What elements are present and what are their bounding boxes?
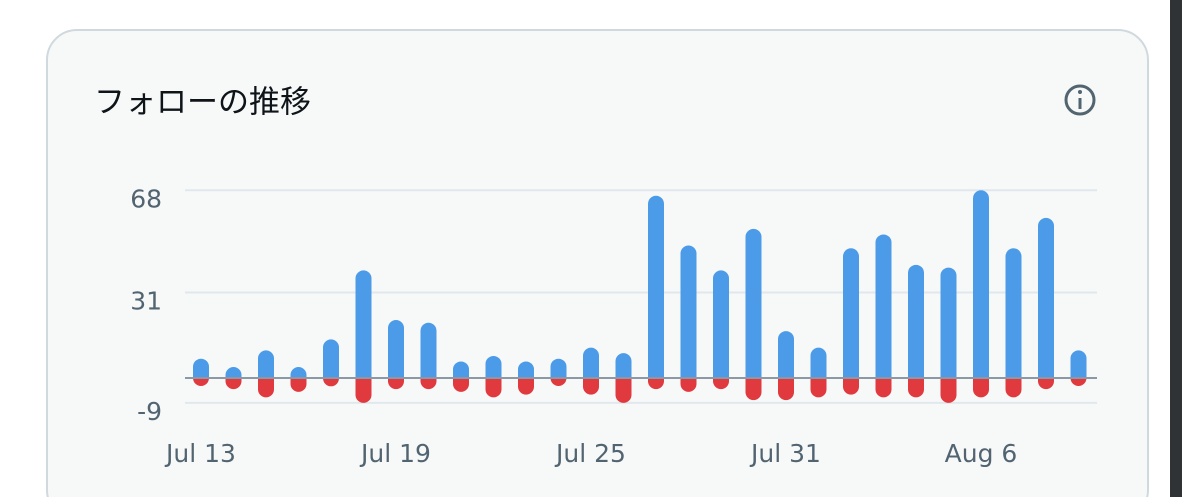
bar	[583, 378, 599, 395]
scrollbar	[1170, 0, 1182, 497]
bar	[258, 350, 274, 379]
bar	[615, 353, 632, 379]
bar	[355, 378, 372, 403]
bar	[518, 361, 534, 379]
bar	[420, 378, 437, 390]
bar	[648, 195, 664, 379]
bar	[388, 320, 404, 379]
bar	[583, 347, 599, 379]
x-tick-label: Aug 6	[945, 439, 1018, 468]
bar	[875, 378, 892, 398]
bar	[485, 378, 502, 398]
bar	[258, 378, 274, 398]
bar	[810, 378, 827, 398]
bar	[453, 378, 469, 392]
bar	[420, 322, 437, 379]
bar	[680, 378, 697, 392]
bar	[615, 378, 632, 403]
bar	[453, 361, 469, 379]
bar	[843, 248, 859, 379]
bar	[713, 378, 729, 390]
bar	[973, 378, 989, 398]
y-tick-label: -9	[137, 397, 162, 426]
bar	[550, 378, 567, 387]
bar	[940, 267, 957, 379]
bar	[388, 378, 404, 390]
bar	[518, 378, 534, 395]
bar	[323, 378, 339, 387]
bar	[745, 378, 762, 401]
bar	[908, 264, 924, 379]
card	[46, 29, 1149, 497]
bar	[323, 339, 339, 379]
bar	[1038, 378, 1054, 390]
bar	[225, 366, 242, 379]
bar	[1038, 217, 1054, 379]
chart-title: フォローの推移	[94, 85, 311, 121]
bar	[193, 378, 209, 387]
bar	[225, 378, 242, 390]
bar	[1070, 350, 1087, 379]
x-tick-label: Jul 25	[554, 439, 626, 468]
bar	[908, 378, 924, 398]
bar	[778, 378, 794, 401]
bar	[485, 355, 502, 379]
bar	[973, 190, 989, 379]
y-tick-label: 68	[130, 184, 162, 213]
bar	[810, 347, 827, 379]
y-tick-label: 31	[130, 286, 162, 315]
bar	[713, 270, 729, 379]
bar	[648, 378, 664, 390]
bar	[875, 234, 892, 379]
bar	[193, 358, 209, 379]
x-tick-label: Jul 31	[749, 439, 821, 468]
info-icon[interactable]	[1064, 84, 1096, 116]
x-tick-label: Jul 13	[164, 439, 236, 468]
bar	[355, 270, 372, 379]
bar	[843, 378, 859, 395]
bar	[778, 331, 794, 379]
bar	[745, 228, 762, 379]
bar	[1005, 248, 1022, 379]
bar	[680, 245, 697, 379]
bar	[1070, 378, 1087, 387]
bar	[290, 378, 307, 392]
bar	[940, 378, 957, 403]
x-tick-label: Jul 19	[359, 439, 431, 468]
bar	[1005, 378, 1022, 398]
bar	[550, 358, 567, 379]
bar	[290, 366, 307, 379]
